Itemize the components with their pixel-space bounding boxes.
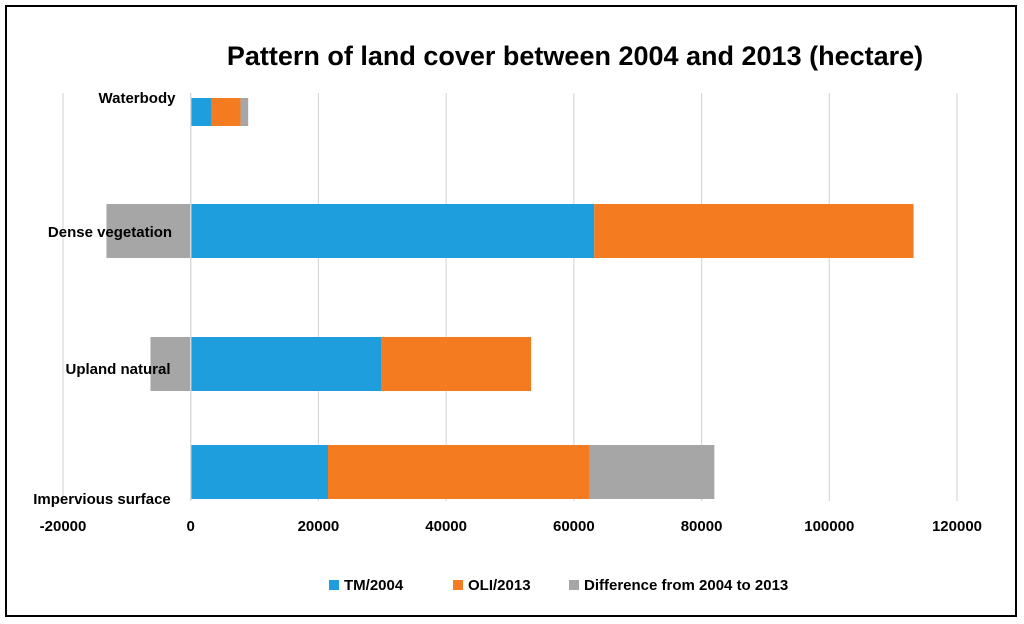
x-tick-label: 80000 (681, 518, 723, 535)
chart-frame: Pattern of land cover between 2004 and 2… (5, 5, 1017, 617)
x-tick-label: 100000 (804, 518, 854, 535)
legend-swatch (569, 580, 579, 590)
chart-svg: Pattern of land cover between 2004 and 2… (33, 41, 982, 594)
bar-dense-vegetation-difference-from-2004-to-2013 (106, 204, 191, 258)
bar-dense-vegetation-oli-2013 (594, 204, 914, 258)
bar-waterbody-tm-2004 (190, 98, 212, 126)
category-label: Waterbody (99, 90, 177, 107)
bar-upland-natural-oli-2013 (381, 337, 532, 391)
legend-label: OLI/2013 (468, 577, 531, 594)
legend-swatch (453, 580, 463, 590)
x-tick-label: 20000 (298, 518, 340, 535)
category-label: Impervious surface (33, 491, 171, 508)
bar-impervious-surface-difference-from-2004-to-2013 (589, 445, 715, 499)
category-label: Dense vegetation (48, 224, 172, 241)
legend-label: TM/2004 (344, 577, 404, 594)
bar-dense-vegetation-tm-2004 (190, 204, 595, 258)
category-label: Upland natural (65, 361, 170, 378)
bar-impervious-surface-tm-2004 (190, 445, 329, 499)
legend-label: Difference from 2004 to 2013 (584, 577, 788, 594)
bar-upland-natural-tm-2004 (190, 337, 382, 391)
bar-impervious-surface-oli-2013 (328, 445, 590, 499)
x-tick-label: -20000 (40, 518, 87, 535)
x-tick-label: 60000 (553, 518, 595, 535)
x-tick-label: 40000 (425, 518, 467, 535)
legend-swatch (329, 580, 339, 590)
x-tick-label: 120000 (932, 518, 982, 535)
chart-title: Pattern of land cover between 2004 and 2… (227, 41, 923, 71)
bar-upland-natural-difference-from-2004-to-2013 (150, 337, 191, 391)
bar-waterbody-oli-2013 (211, 98, 241, 126)
bar-waterbody-difference-from-2004-to-2013 (240, 98, 249, 126)
x-tick-label: 0 (187, 518, 195, 535)
